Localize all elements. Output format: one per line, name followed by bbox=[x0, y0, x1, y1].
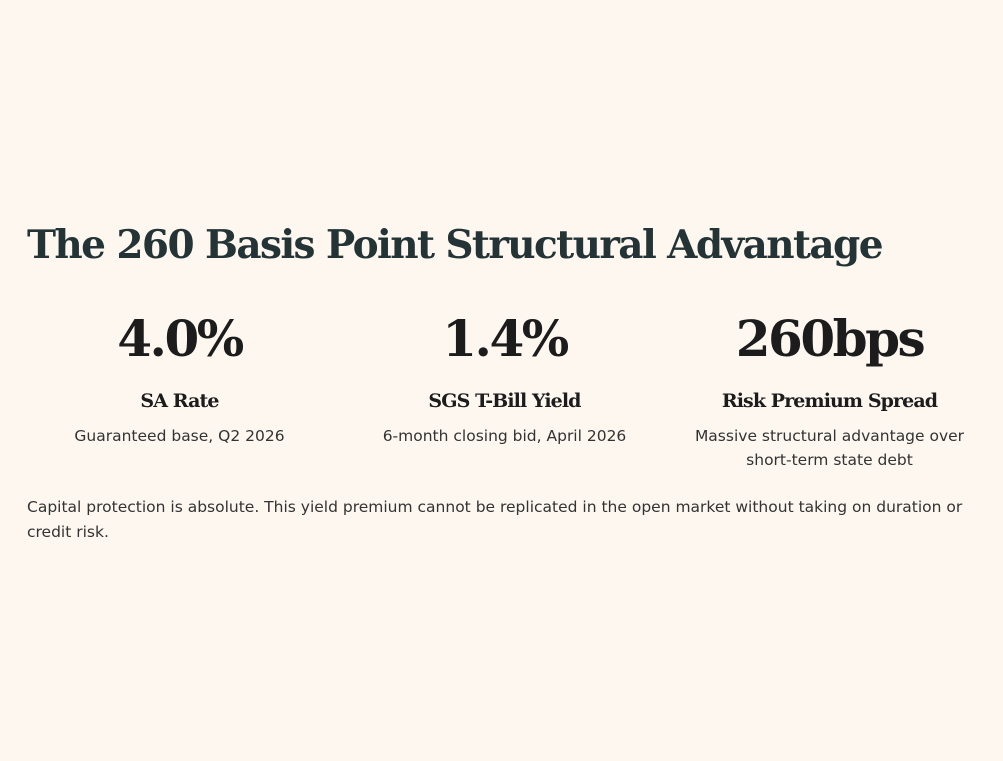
stat-value: 260bps bbox=[735, 309, 926, 368]
page-title: The 260 Basis Point Structural Advantage bbox=[27, 222, 884, 268]
stat-value: 4.0% bbox=[117, 309, 244, 368]
stat-label: SGS T-Bill Yield bbox=[428, 390, 581, 412]
stat-description: 6-month closing bid, April 2026 bbox=[382, 427, 627, 445]
stats-row: 4.0% SA Rate Guaranteed base, Q2 2026 1.… bbox=[17, 306, 992, 472]
stat-description: Guaranteed base, Q2 2026 bbox=[74, 427, 285, 445]
stat-sa-rate: 4.0% SA Rate Guaranteed base, Q2 2026 bbox=[17, 306, 342, 472]
stat-risk-spread: 260bps Risk Premium Spread Massive struc… bbox=[667, 306, 992, 472]
stat-value: 1.4% bbox=[442, 309, 569, 368]
stat-label: SA Rate bbox=[140, 390, 219, 412]
stat-tbill-yield: 1.4% SGS T-Bill Yield 6-month closing bi… bbox=[342, 306, 667, 472]
stat-label: Risk Premium Spread bbox=[721, 390, 938, 412]
footnote-text: Capital protection is absolute. This yie… bbox=[27, 498, 963, 541]
stat-description: Massive structural advantage over short-… bbox=[694, 427, 965, 469]
